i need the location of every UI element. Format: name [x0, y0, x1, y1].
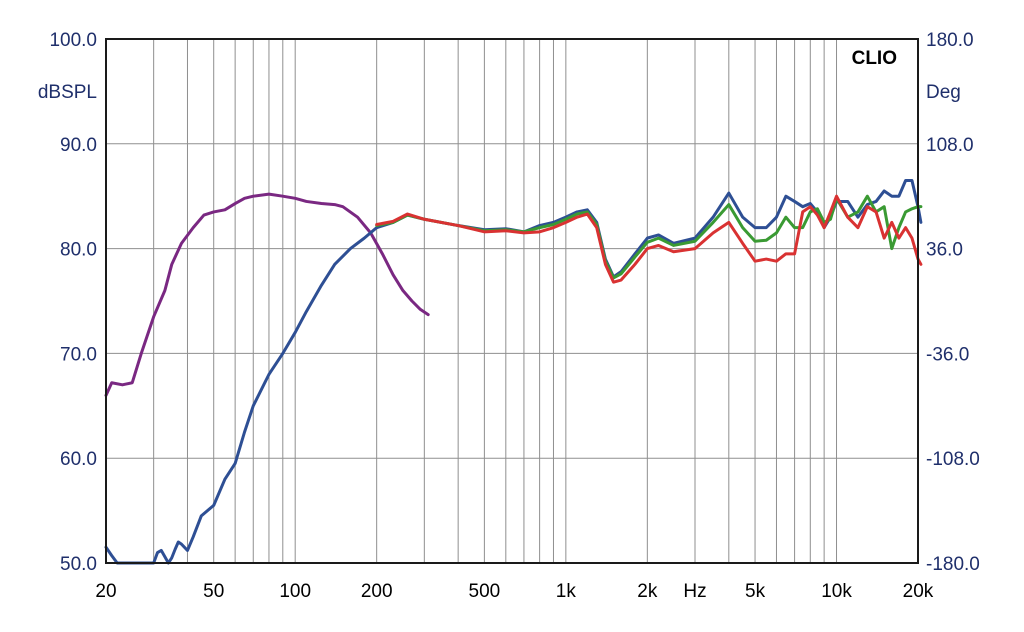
y-left-tick-label: 70.0 [60, 344, 97, 365]
y-right-tick-label: 36.0 [926, 240, 963, 261]
x-tick-label: 10k [821, 581, 852, 602]
y-left-tick-label: 60.0 [60, 449, 97, 470]
y-right-tick-label: 180.0 [926, 30, 974, 51]
series-line-1 [104, 192, 430, 397]
grid [106, 39, 918, 563]
y-left-tick-label: 50.0 [60, 554, 97, 575]
y-left-tick-label: 100.0 [49, 30, 97, 51]
y-right-tick-label: 108.0 [926, 135, 974, 156]
x-tick-label: 500 [469, 581, 501, 602]
y-right-tick-label: -180.0 [926, 554, 980, 575]
x-tick-label: 20k [903, 581, 934, 602]
series-line-4 [375, 194, 923, 284]
x-tick-label: 50 [203, 581, 224, 602]
x-tick-label: 100 [279, 581, 311, 602]
y-left-tick-label: 80.0 [60, 240, 97, 261]
left-axis-unit-label: dBSPL [38, 82, 97, 103]
y-right-tick-label: -108.0 [926, 449, 980, 470]
x-tick-label: 200 [361, 581, 393, 602]
axes: 100.0 90.0 80.0 70.0 60.0 50.0 180.0 108.0 36.0 -… [49, 30, 979, 602]
series-line-3 [375, 194, 923, 280]
x-tick-label: 20 [95, 581, 116, 602]
x-tick-label: 1k [556, 581, 577, 602]
x-tick-label: 2k [637, 581, 658, 602]
right-axis-unit-label: Deg [926, 82, 961, 103]
y-right-tick-label: -36.0 [926, 344, 969, 365]
x-tick-label: 5k [745, 581, 766, 602]
brand-label: CLIO [852, 48, 897, 69]
x-axis-unit-label: Hz [683, 581, 706, 602]
y-left-tick-label: 90.0 [60, 135, 97, 156]
plot-frame [105, 38, 919, 564]
series-group [104, 178, 923, 565]
